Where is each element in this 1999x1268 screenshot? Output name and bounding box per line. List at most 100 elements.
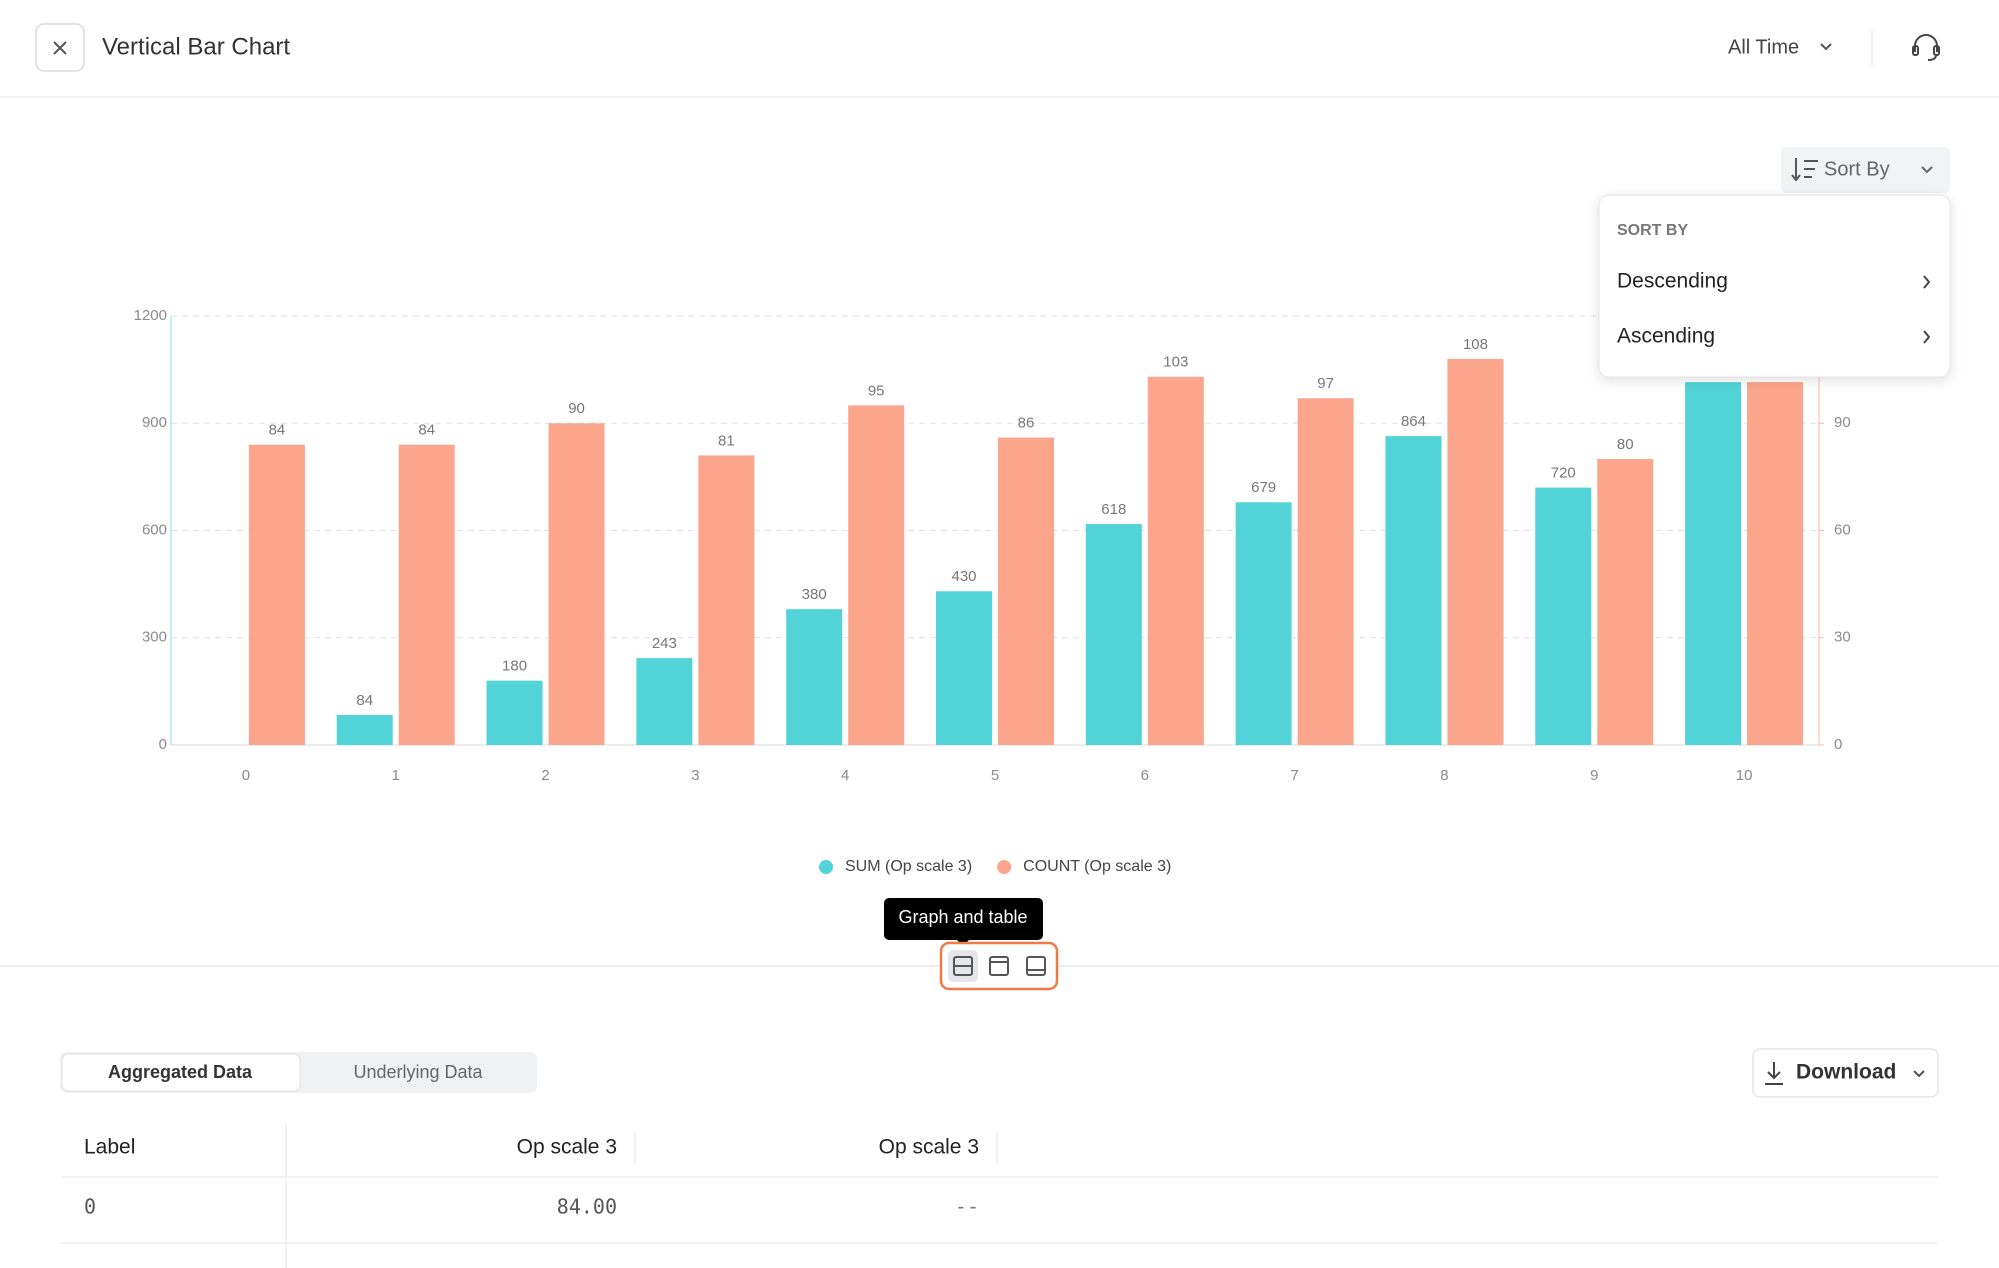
menu-option[interactable]: Ascending [1617,325,1715,348]
tooltip-text: Graph and table [898,907,1027,927]
x-tick-label: 1 [392,767,400,784]
x-tick-label: 3 [691,767,699,784]
y-tick-label: 300 [142,629,167,646]
y-tick-label: 600 [142,521,167,538]
download-label: Download [1796,1061,1896,1084]
value-label: 84 [269,422,286,439]
value-label: 90 [568,400,585,417]
legend-label: SUM (Op scale 3) [845,858,972,875]
bar [698,455,755,745]
value-label: 679 [1251,479,1276,496]
value-label: 864 [1401,413,1426,430]
bar [1447,358,1504,745]
bar [1535,487,1592,745]
support-icon[interactable] [1912,34,1940,61]
tooltip [884,898,1043,940]
bar [1297,398,1354,745]
bar [1747,382,1804,745]
bar [786,609,843,745]
y2-tick-label: 60 [1834,521,1851,538]
chevron [1820,43,1832,51]
sort-label: Sort By [1824,158,1890,180]
value-label: 80 [1617,436,1634,453]
download-icon [1765,1062,1783,1085]
value-label: 84 [356,692,373,709]
column-header: Op scale 3 [517,1136,617,1159]
value-label: 84 [418,422,435,439]
bar [398,444,455,745]
value-label: 81 [718,432,735,449]
value-label: 720 [1551,465,1576,482]
bar [636,658,693,745]
value-label: 430 [951,568,976,585]
menu-heading: SORT BY [1617,222,1688,239]
x-tick-label: 9 [1590,767,1598,784]
x-tick-label: 4 [841,767,849,784]
tab[interactable]: Aggregated Data [108,1062,253,1082]
y2-tick-label: 0 [1834,736,1842,753]
graph-icon[interactable] [989,956,1009,976]
bar [1235,502,1292,745]
value-label: 103 [1163,354,1188,371]
value-label: 380 [802,586,827,603]
value-label: 618 [1101,501,1126,518]
x-tick-label: 8 [1440,767,1448,784]
bar [998,437,1054,745]
legend-marker [819,860,833,874]
legend-label: COUNT (Op scale 3) [1023,858,1171,875]
tab-active[interactable] [61,1053,301,1092]
x-tick-label: 6 [1141,767,1149,784]
bar [486,680,543,745]
legend-marker [997,860,1012,874]
cell: -- [955,1195,979,1219]
cell: 0 [84,1195,96,1219]
value-label: 108 [1463,336,1488,353]
bar [936,591,992,745]
value-label: 95 [868,382,885,399]
table-icon[interactable] [1026,956,1046,976]
bar [336,714,393,745]
menu-option[interactable]: Descending [1617,270,1728,293]
bar [1597,459,1654,745]
tab[interactable]: Underlying Data [353,1062,483,1082]
chart: 0300600900120003060901200841848421809032… [134,307,1859,875]
sort-button[interactable] [1781,147,1950,193]
page-title: Vertical Bar Chart [102,33,290,60]
chevron [1923,330,1931,344]
value-label: 97 [1317,375,1334,392]
column-header: Label [84,1136,135,1159]
sort-menu [1598,194,1951,378]
bar [248,444,305,745]
y2-tick-label: 90 [1834,414,1851,431]
bar [848,405,905,745]
sort-icon [1791,158,1818,182]
bar [1685,382,1742,745]
x-tick-label: 7 [1290,767,1298,784]
y-tick-label: 1200 [134,307,167,324]
x-tick-label: 5 [991,767,999,784]
graph-table-icon[interactable] [953,956,973,976]
bar [1085,524,1142,745]
x-tick-label: 0 [242,767,250,784]
chevron [1921,166,1933,174]
close-icon [53,41,67,55]
bar [1147,376,1204,745]
time-filter[interactable]: All Time [1728,36,1799,58]
chevron [1923,275,1931,289]
x-tick-label: 10 [1736,767,1753,784]
y2-tick-label: 30 [1834,629,1851,646]
download-button[interactable] [1752,1048,1939,1098]
chevron [1913,1070,1925,1078]
y-tick-label: 0 [159,736,167,753]
cell: 84.00 [557,1195,617,1219]
column-header: Op scale 3 [879,1136,979,1159]
table: Label Op scale 3 Op scale 3 0 84.00 -- [61,1122,1938,1268]
bar [548,423,605,745]
x-tick-label: 2 [541,767,549,784]
value-label: 243 [652,635,677,652]
value-label: 180 [502,658,527,675]
value-label: 86 [1018,415,1035,432]
y-tick-label: 900 [142,414,167,431]
bar [1385,436,1442,745]
